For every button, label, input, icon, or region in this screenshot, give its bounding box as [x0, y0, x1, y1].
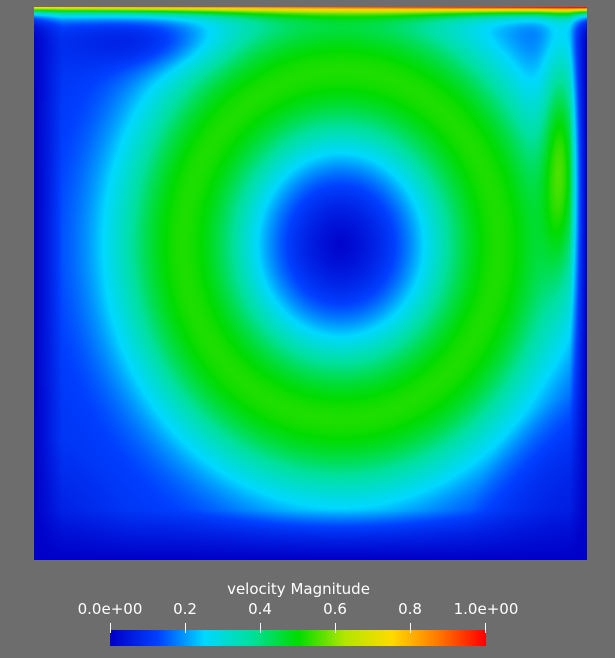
velocity-magnitude-field[interactable]: [34, 7, 587, 560]
colorbar-tick-mark: [185, 623, 186, 633]
colorbar-tick-mark: [335, 623, 336, 633]
colorbar-title: velocity Magnitude: [227, 580, 370, 598]
colorbar-tick-mark: [485, 623, 486, 633]
colorbar-tick-label: 0.2: [173, 600, 197, 618]
colorbar-tick-mark: [260, 623, 261, 633]
colorbar-tick-mark: [110, 623, 111, 633]
colorbar-tick-label: 0.4: [248, 600, 272, 618]
colorbar-tick-mark: [410, 623, 411, 633]
colorbar-tick-label: 0.6: [323, 600, 347, 618]
colorbar-tick-label: 1.0e+00: [453, 600, 519, 618]
colorbar: [110, 630, 486, 646]
colorbar-tick-label: 0.0e+00: [77, 600, 143, 618]
colorbar-tick-label: 0.8: [398, 600, 422, 618]
